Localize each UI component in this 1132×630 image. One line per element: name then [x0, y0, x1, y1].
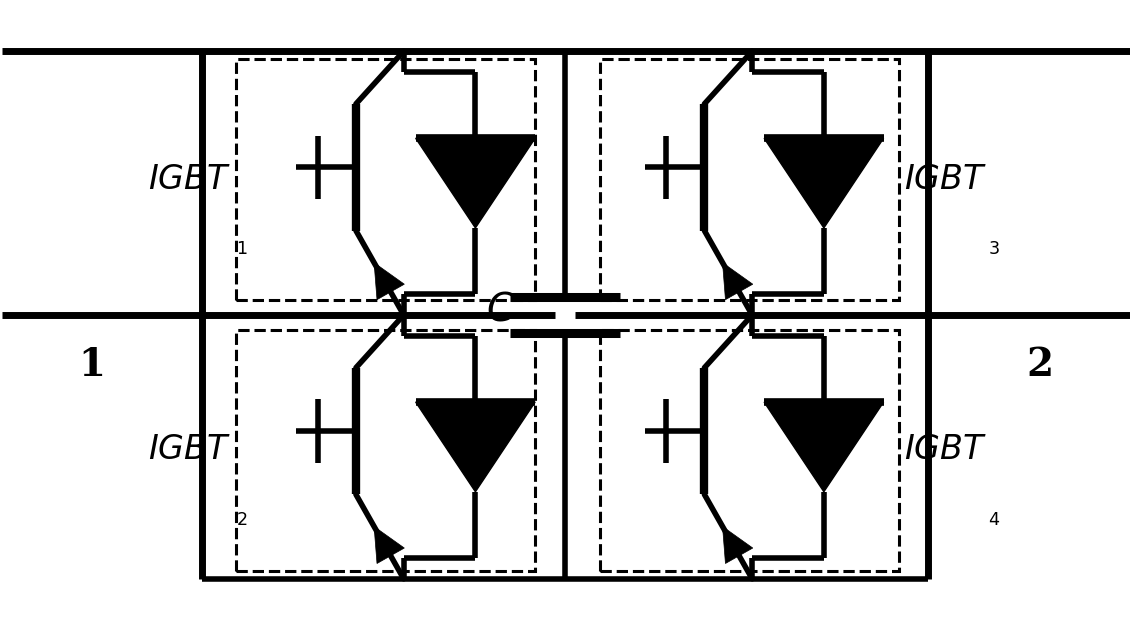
Text: 2: 2: [1027, 346, 1054, 384]
Bar: [600, 59, 899, 300]
Polygon shape: [415, 138, 535, 228]
Polygon shape: [722, 527, 753, 563]
Bar: [237, 59, 535, 300]
Polygon shape: [374, 263, 404, 300]
Polygon shape: [722, 263, 753, 300]
Text: $_1$: $_1$: [237, 234, 248, 258]
Polygon shape: [374, 527, 404, 563]
Text: $_2$: $_2$: [237, 505, 248, 528]
Text: $IGBT$: $IGBT$: [148, 164, 231, 195]
Polygon shape: [764, 402, 884, 492]
Bar: [600, 330, 899, 571]
Text: $_3$: $_3$: [988, 234, 1001, 258]
Text: $_4$: $_4$: [988, 505, 1001, 528]
Text: $IGBT$: $IGBT$: [903, 164, 987, 195]
Text: $C$: $C$: [486, 292, 515, 328]
Text: $IGBT$: $IGBT$: [148, 435, 231, 466]
Bar: [237, 330, 535, 571]
Polygon shape: [415, 402, 535, 492]
Text: 1: 1: [78, 346, 105, 384]
Polygon shape: [764, 138, 884, 228]
Text: $IGBT$: $IGBT$: [903, 435, 987, 466]
